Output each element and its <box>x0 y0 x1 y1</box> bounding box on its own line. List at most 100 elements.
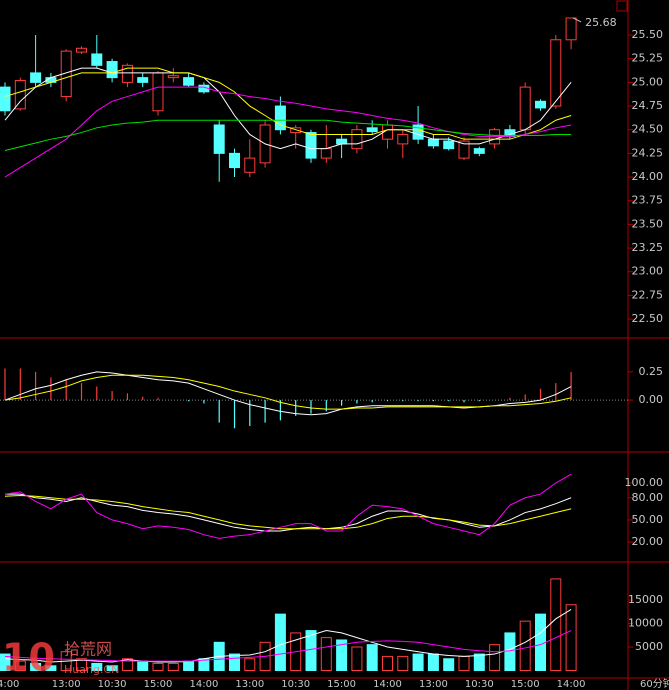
volume-bar <box>45 665 57 671</box>
y-tick-label: 23.50 <box>632 217 664 230</box>
candle-body <box>305 132 317 159</box>
candle-body <box>397 133 409 145</box>
candle-body <box>427 138 439 147</box>
candle-body <box>550 39 562 107</box>
candle-body <box>412 124 424 140</box>
volume-bar <box>121 658 133 671</box>
y-tick-label: 22.75 <box>632 288 664 301</box>
candle-body <box>30 72 42 83</box>
y-tick-label: 24.50 <box>632 123 664 136</box>
volume-bar <box>489 644 501 671</box>
volume-bar <box>504 632 516 671</box>
x-tick-label: 15:00 <box>511 679 540 690</box>
y-tick-label: 15000 <box>628 593 663 606</box>
ma-line <box>4 374 572 410</box>
ma-line <box>4 119 572 152</box>
volume-bar <box>351 646 363 671</box>
volume-bar <box>397 655 409 671</box>
candle-body <box>0 86 11 112</box>
candle-body <box>458 140 470 159</box>
ma-line <box>4 67 572 140</box>
candle-body <box>565 17 577 41</box>
candle-body <box>535 100 546 109</box>
y-tick-label: 100.00 <box>625 476 664 489</box>
high-pointer <box>572 17 582 23</box>
volume-bar <box>427 653 439 671</box>
ma-line <box>4 67 572 150</box>
y-tick-label: 10000 <box>628 617 663 630</box>
y-tick-label: 80.00 <box>632 491 664 504</box>
ma-line <box>4 473 572 539</box>
candle-body <box>14 79 26 110</box>
y-tick-label: 24.25 <box>632 146 664 159</box>
candle-body <box>443 140 455 150</box>
watermark: 10 <box>2 636 55 680</box>
volume-bar <box>458 655 470 671</box>
volume-bar <box>244 658 256 671</box>
volume-bar <box>76 658 87 671</box>
corner-box <box>616 0 628 12</box>
x-tick-label: 14:00 <box>373 679 402 690</box>
candle-body <box>274 105 286 131</box>
volume-bar <box>167 662 179 671</box>
volume-bar <box>550 578 562 671</box>
volume-bar <box>152 662 164 671</box>
volume-bar <box>106 665 118 671</box>
candle-body <box>60 50 72 98</box>
y-tick-label: 25.00 <box>632 75 664 88</box>
candle-body <box>91 53 103 66</box>
volume-bar <box>412 653 424 671</box>
candle-body <box>229 152 240 169</box>
volume-bar <box>336 639 348 671</box>
y-tick-label: 23.00 <box>632 265 664 278</box>
x-tick-label: 10:30 <box>98 679 127 690</box>
volume-bar <box>229 653 240 671</box>
watermark: Huang.CN <box>64 663 119 676</box>
candle-body <box>76 47 87 53</box>
ma-line <box>4 609 572 663</box>
x-tick-label: 10:30 <box>465 679 494 690</box>
x-tick-label: 14:00 <box>0 679 19 690</box>
volume-bar <box>320 637 332 671</box>
y-tick-label: 20.00 <box>632 535 664 548</box>
volume-bar <box>535 613 546 671</box>
x-tick-label: 14:00 <box>189 679 218 690</box>
x-tick-label: 10:30 <box>281 679 310 690</box>
x-tick-label: 13:00 <box>419 679 448 690</box>
candle-body <box>473 148 485 154</box>
x-tick-label: 14:00 <box>557 679 586 690</box>
volume-bar <box>137 660 149 671</box>
candle-body <box>519 86 531 131</box>
candle-body <box>106 61 118 79</box>
candle-body <box>152 72 164 112</box>
x-tick-label: 13:00 <box>52 679 81 690</box>
volume-bar <box>30 662 42 671</box>
volume-bar <box>0 653 11 671</box>
volume-bar <box>366 644 378 671</box>
y-tick-label: 23.75 <box>632 194 664 207</box>
watermark: 拾荒网 <box>64 640 112 659</box>
volume-bar <box>91 662 103 671</box>
y-tick-label: 25.50 <box>632 28 664 41</box>
volume-bar <box>14 660 26 671</box>
y-tick-label: 24.00 <box>632 170 664 183</box>
volume-bar <box>565 604 577 671</box>
y-tick-label: 22.50 <box>632 312 664 325</box>
y-tick-label: 25.25 <box>632 52 664 65</box>
y-tick-label: 50.00 <box>632 513 664 526</box>
volume-bar <box>519 620 531 671</box>
candle-body <box>244 157 256 173</box>
candle-body <box>320 148 332 159</box>
ma-line <box>4 630 572 662</box>
candle-body <box>351 129 363 150</box>
candle-body <box>336 138 348 145</box>
ma-line <box>5 493 572 532</box>
candle-body <box>366 127 378 133</box>
y-tick-label: 0.00 <box>639 393 664 406</box>
x-tick-label: 13:00 <box>235 679 264 690</box>
y-tick-label: 23.25 <box>632 241 664 254</box>
candle-body <box>121 64 133 83</box>
